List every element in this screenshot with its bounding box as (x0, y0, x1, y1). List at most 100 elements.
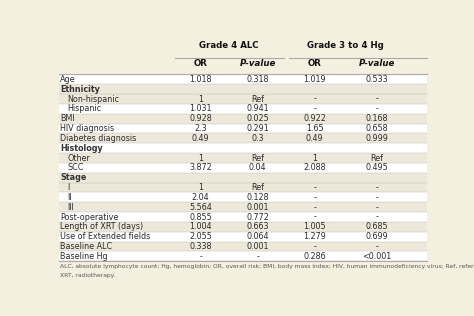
Text: -: - (313, 213, 316, 222)
Bar (59, 133, 427, 143)
Text: -: - (375, 213, 378, 222)
Text: 0.001: 0.001 (246, 203, 269, 212)
Text: 0.286: 0.286 (303, 252, 326, 261)
Bar (59, 242, 427, 252)
Text: -: - (313, 193, 316, 202)
Text: 1.031: 1.031 (190, 104, 212, 113)
Bar (59, 222, 427, 232)
Text: 1.279: 1.279 (303, 232, 326, 241)
Text: -: - (375, 203, 378, 212)
Text: Baseline Hg: Baseline Hg (60, 252, 108, 261)
Text: 0.128: 0.128 (246, 193, 269, 202)
Bar (59, 114, 427, 124)
Bar (59, 183, 427, 192)
Text: 0.04: 0.04 (249, 163, 266, 172)
Text: 2.055: 2.055 (189, 232, 212, 241)
Text: OR: OR (194, 59, 208, 68)
Text: 0.658: 0.658 (366, 124, 388, 133)
Text: -: - (375, 183, 378, 192)
Text: -: - (199, 252, 202, 261)
Text: Age: Age (60, 75, 76, 84)
Text: 1: 1 (312, 154, 317, 162)
Bar (59, 84, 427, 94)
Text: -: - (313, 104, 316, 113)
Text: 5.564: 5.564 (189, 203, 212, 212)
Text: Baseline ALC: Baseline ALC (60, 242, 112, 251)
Text: -: - (375, 94, 378, 104)
Text: Length of XRT (days): Length of XRT (days) (60, 222, 144, 231)
Text: 0.533: 0.533 (366, 75, 388, 84)
Text: Grade 4 ALC: Grade 4 ALC (200, 41, 259, 50)
Text: 1: 1 (198, 154, 203, 162)
Text: Diabetes diagnosis: Diabetes diagnosis (60, 134, 137, 143)
Text: <0.001: <0.001 (363, 252, 392, 261)
Text: P-value: P-value (239, 59, 276, 68)
Text: 0.3: 0.3 (251, 134, 264, 143)
Text: 1.65: 1.65 (306, 124, 323, 133)
Text: II: II (67, 193, 72, 202)
Text: 1.005: 1.005 (303, 222, 326, 231)
Text: 0.772: 0.772 (246, 213, 269, 222)
Text: 0.49: 0.49 (192, 134, 210, 143)
Text: BMI: BMI (60, 114, 75, 123)
Text: 2.088: 2.088 (303, 163, 326, 172)
Text: Stage: Stage (60, 173, 87, 182)
Text: Other: Other (67, 154, 90, 162)
Text: 1.019: 1.019 (303, 75, 326, 84)
Text: OR: OR (308, 59, 321, 68)
Bar (59, 202, 427, 212)
Text: -: - (375, 193, 378, 202)
Text: 0.001: 0.001 (246, 242, 269, 251)
Text: -: - (313, 203, 316, 212)
Text: Post-operative: Post-operative (60, 213, 118, 222)
Text: Ref: Ref (251, 154, 264, 162)
Text: Ref: Ref (251, 94, 264, 104)
Text: 0.855: 0.855 (189, 213, 212, 222)
Text: P-value: P-value (359, 59, 395, 68)
Text: 0.064: 0.064 (246, 232, 269, 241)
Text: Hispanic: Hispanic (67, 104, 101, 113)
Text: -: - (256, 252, 259, 261)
Text: SCC: SCC (67, 163, 84, 172)
Text: 0.922: 0.922 (303, 114, 326, 123)
Text: I: I (67, 183, 70, 192)
Text: 0.338: 0.338 (190, 242, 212, 251)
Text: -: - (375, 242, 378, 251)
Text: 1: 1 (198, 183, 203, 192)
Text: 1.018: 1.018 (190, 75, 212, 84)
Text: Grade 3 to 4 Hg: Grade 3 to 4 Hg (308, 41, 384, 50)
Text: Non-hispanic: Non-hispanic (67, 94, 119, 104)
Text: Ref: Ref (251, 183, 264, 192)
Text: 3.872: 3.872 (189, 163, 212, 172)
Text: 0.699: 0.699 (365, 232, 388, 241)
Text: Histology: Histology (60, 144, 103, 153)
Text: 2.3: 2.3 (194, 124, 207, 133)
Text: 0.025: 0.025 (246, 114, 269, 123)
Text: Ethnicity: Ethnicity (60, 85, 100, 94)
Text: 1.004: 1.004 (190, 222, 212, 231)
Text: III: III (67, 203, 74, 212)
Text: HIV diagnosis: HIV diagnosis (60, 124, 115, 133)
Text: 0.999: 0.999 (365, 134, 389, 143)
Text: 0.291: 0.291 (246, 124, 269, 133)
Text: 0.941: 0.941 (246, 104, 269, 113)
Bar (59, 153, 427, 163)
Text: 0.685: 0.685 (366, 222, 388, 231)
Text: 1: 1 (198, 94, 203, 104)
Bar (59, 38, 427, 75)
Text: -: - (313, 183, 316, 192)
Text: -: - (375, 104, 378, 113)
Text: 0.318: 0.318 (246, 75, 269, 84)
Text: 0.49: 0.49 (306, 134, 323, 143)
Text: 0.663: 0.663 (246, 222, 269, 231)
Text: Ref: Ref (371, 154, 383, 162)
Bar (59, 173, 427, 183)
Text: -: - (313, 94, 316, 104)
Text: 0.928: 0.928 (189, 114, 212, 123)
Text: ALC, absolute lymphocyte count; Hg, hemoglobin; OR, overall risk; BMI, body mass: ALC, absolute lymphocyte count; Hg, hemo… (60, 264, 474, 269)
Text: -: - (313, 242, 316, 251)
Text: 2.04: 2.04 (192, 193, 210, 202)
Bar (59, 94, 427, 104)
Text: 0.495: 0.495 (365, 163, 388, 172)
Text: Use of Extended fields: Use of Extended fields (60, 232, 151, 241)
